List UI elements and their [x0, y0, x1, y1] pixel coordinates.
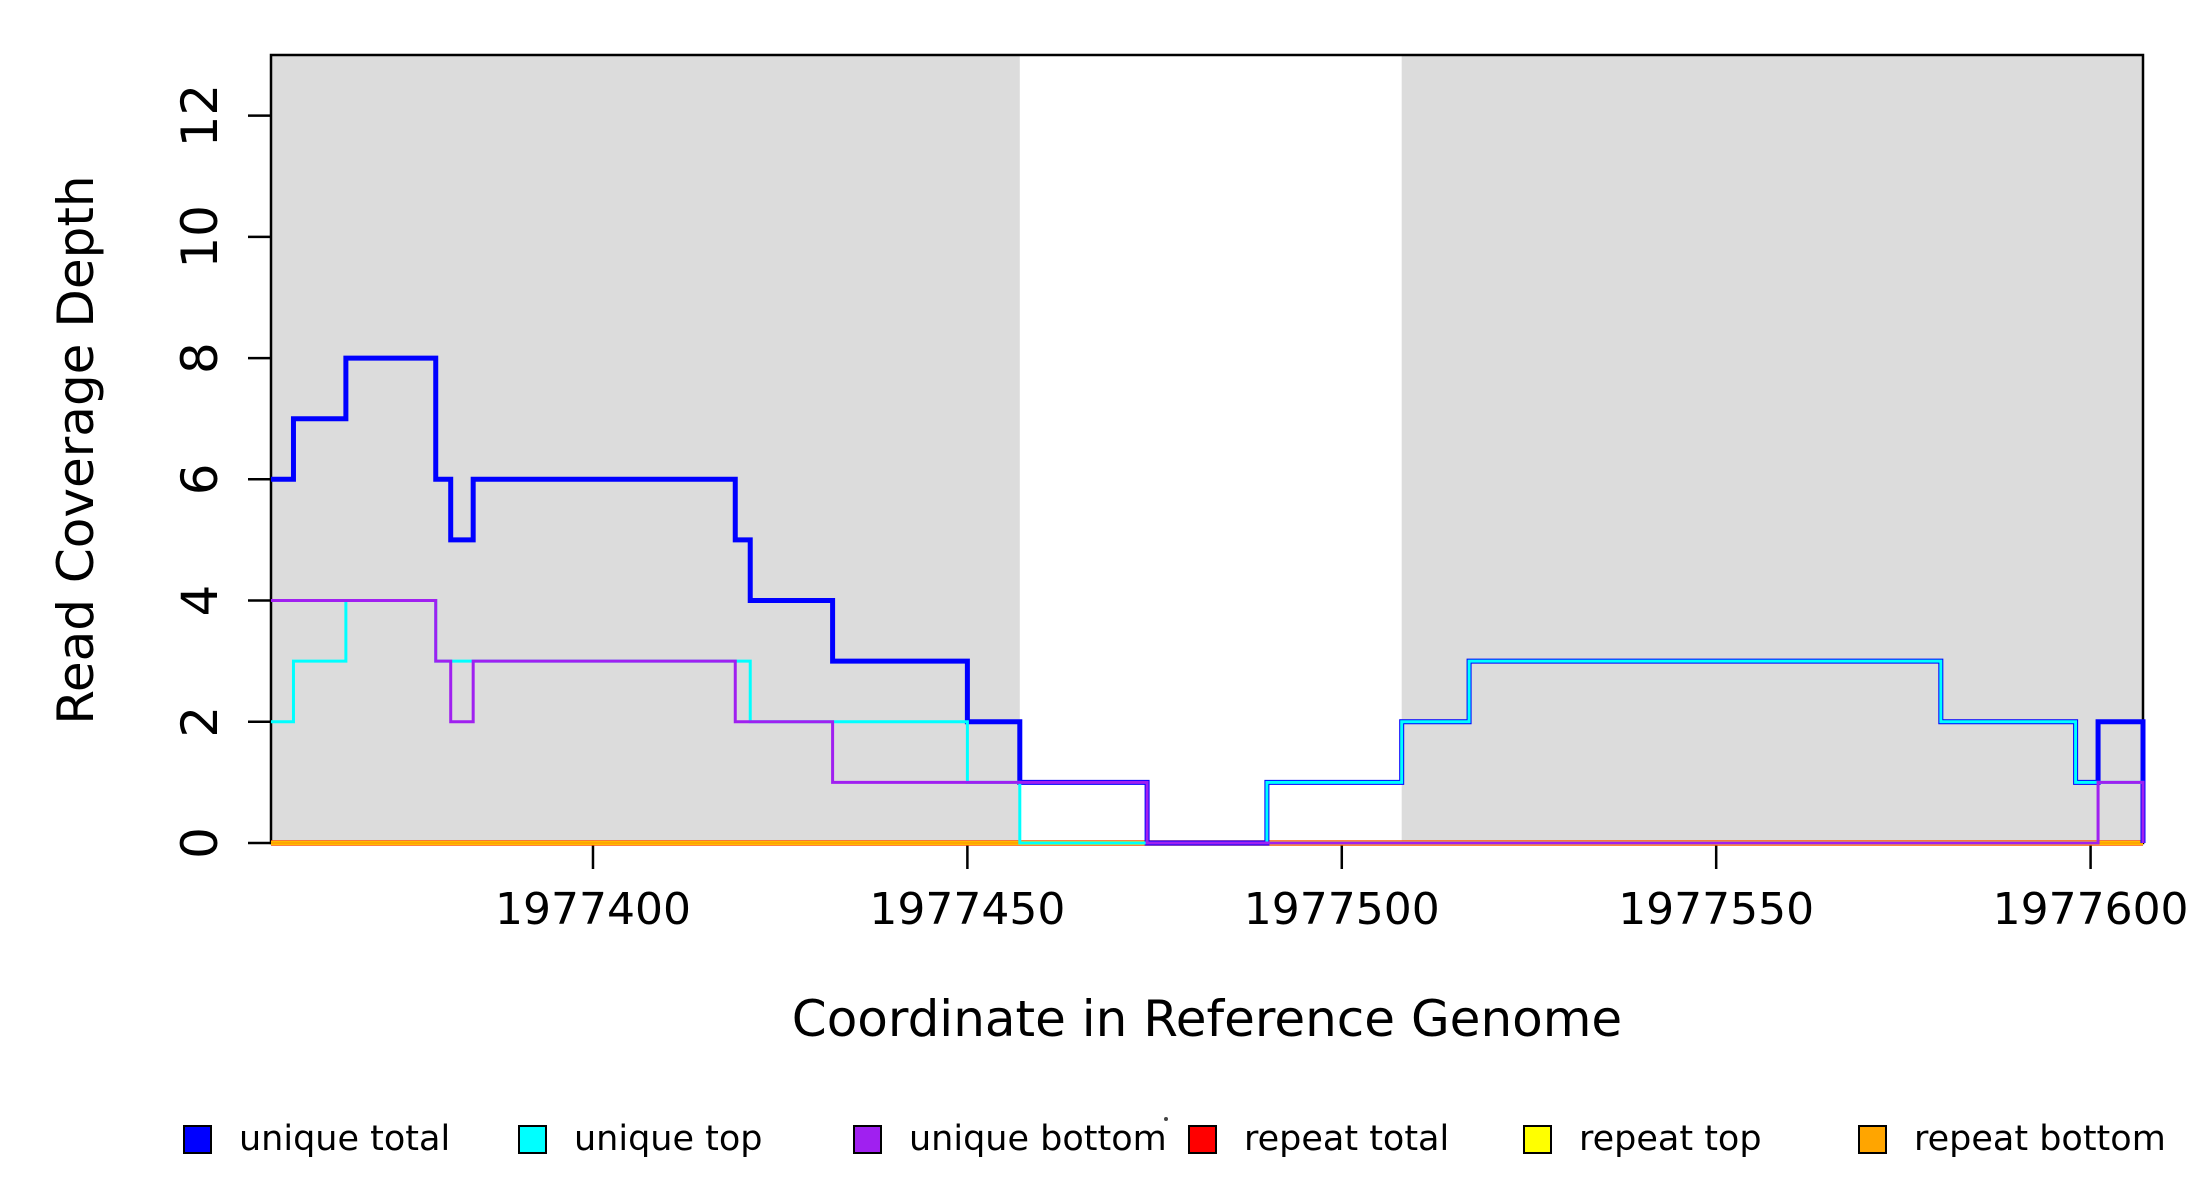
x-axis-title: Coordinate in Reference Genome — [791, 990, 1623, 1048]
y-tick-label: 10 — [171, 205, 229, 269]
x-tick-label: 1977600 — [1993, 884, 2189, 935]
shaded-region — [1401, 55, 2143, 843]
x-tick-label: 1977550 — [1618, 884, 1814, 935]
stray-dot-artifact — [1164, 1117, 1168, 1121]
x-tick-label: 1977500 — [1244, 884, 1440, 935]
x-tick-label: 1977400 — [495, 884, 691, 935]
shaded-region — [271, 55, 1020, 843]
x-tick-label: 1977450 — [869, 884, 1065, 935]
y-tick-label: 6 — [171, 463, 229, 495]
y-tick-label: 4 — [171, 585, 229, 617]
y-tick-label: 8 — [171, 342, 229, 374]
y-tick-label: 2 — [171, 706, 229, 738]
y-tick-label: 0 — [171, 827, 229, 859]
series-line-unique-bottom — [271, 599, 2145, 845]
y-tick-label: 12 — [171, 84, 229, 148]
y-axis-title: Read Coverage Depth — [47, 175, 105, 725]
